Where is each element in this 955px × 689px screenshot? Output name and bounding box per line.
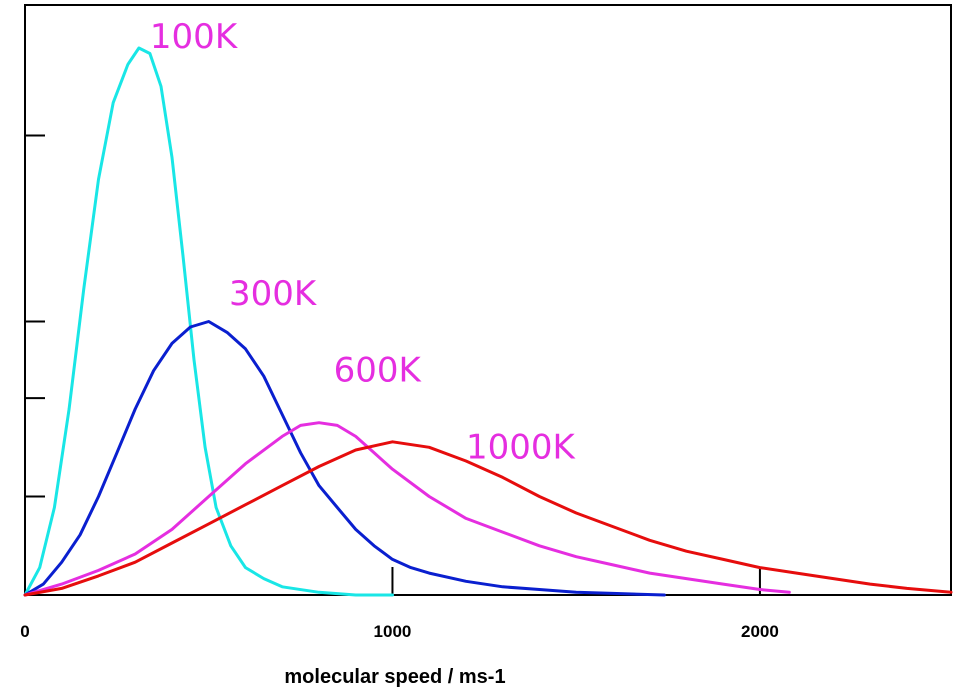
series-label-100K: 100K: [150, 17, 239, 57]
series-label-1000K: 1000K: [466, 427, 577, 467]
series-label-600K: 600K: [334, 351, 423, 391]
x-axis-title: molecular speed / ms-1: [284, 666, 505, 688]
x-tick-label-1: 1000: [374, 622, 412, 641]
series-line-600K: [23, 421, 791, 597]
series-line-100K: [23, 46, 394, 597]
annotation-layer: 100K 300K 600K 1000K: [150, 17, 577, 467]
x-axis-ticks: 0 1000 2000: [20, 567, 779, 641]
x-tick-label-0: 0: [20, 622, 29, 641]
series-layer: [23, 46, 953, 597]
series-line-1000K: [23, 440, 953, 597]
series-label-300K: 300K: [229, 274, 318, 314]
x-tick-label-2: 2000: [741, 622, 779, 641]
series-line-300K: [23, 320, 666, 597]
y-axis-ticks: [25, 134, 45, 498]
plot-frame: [24, 4, 952, 596]
